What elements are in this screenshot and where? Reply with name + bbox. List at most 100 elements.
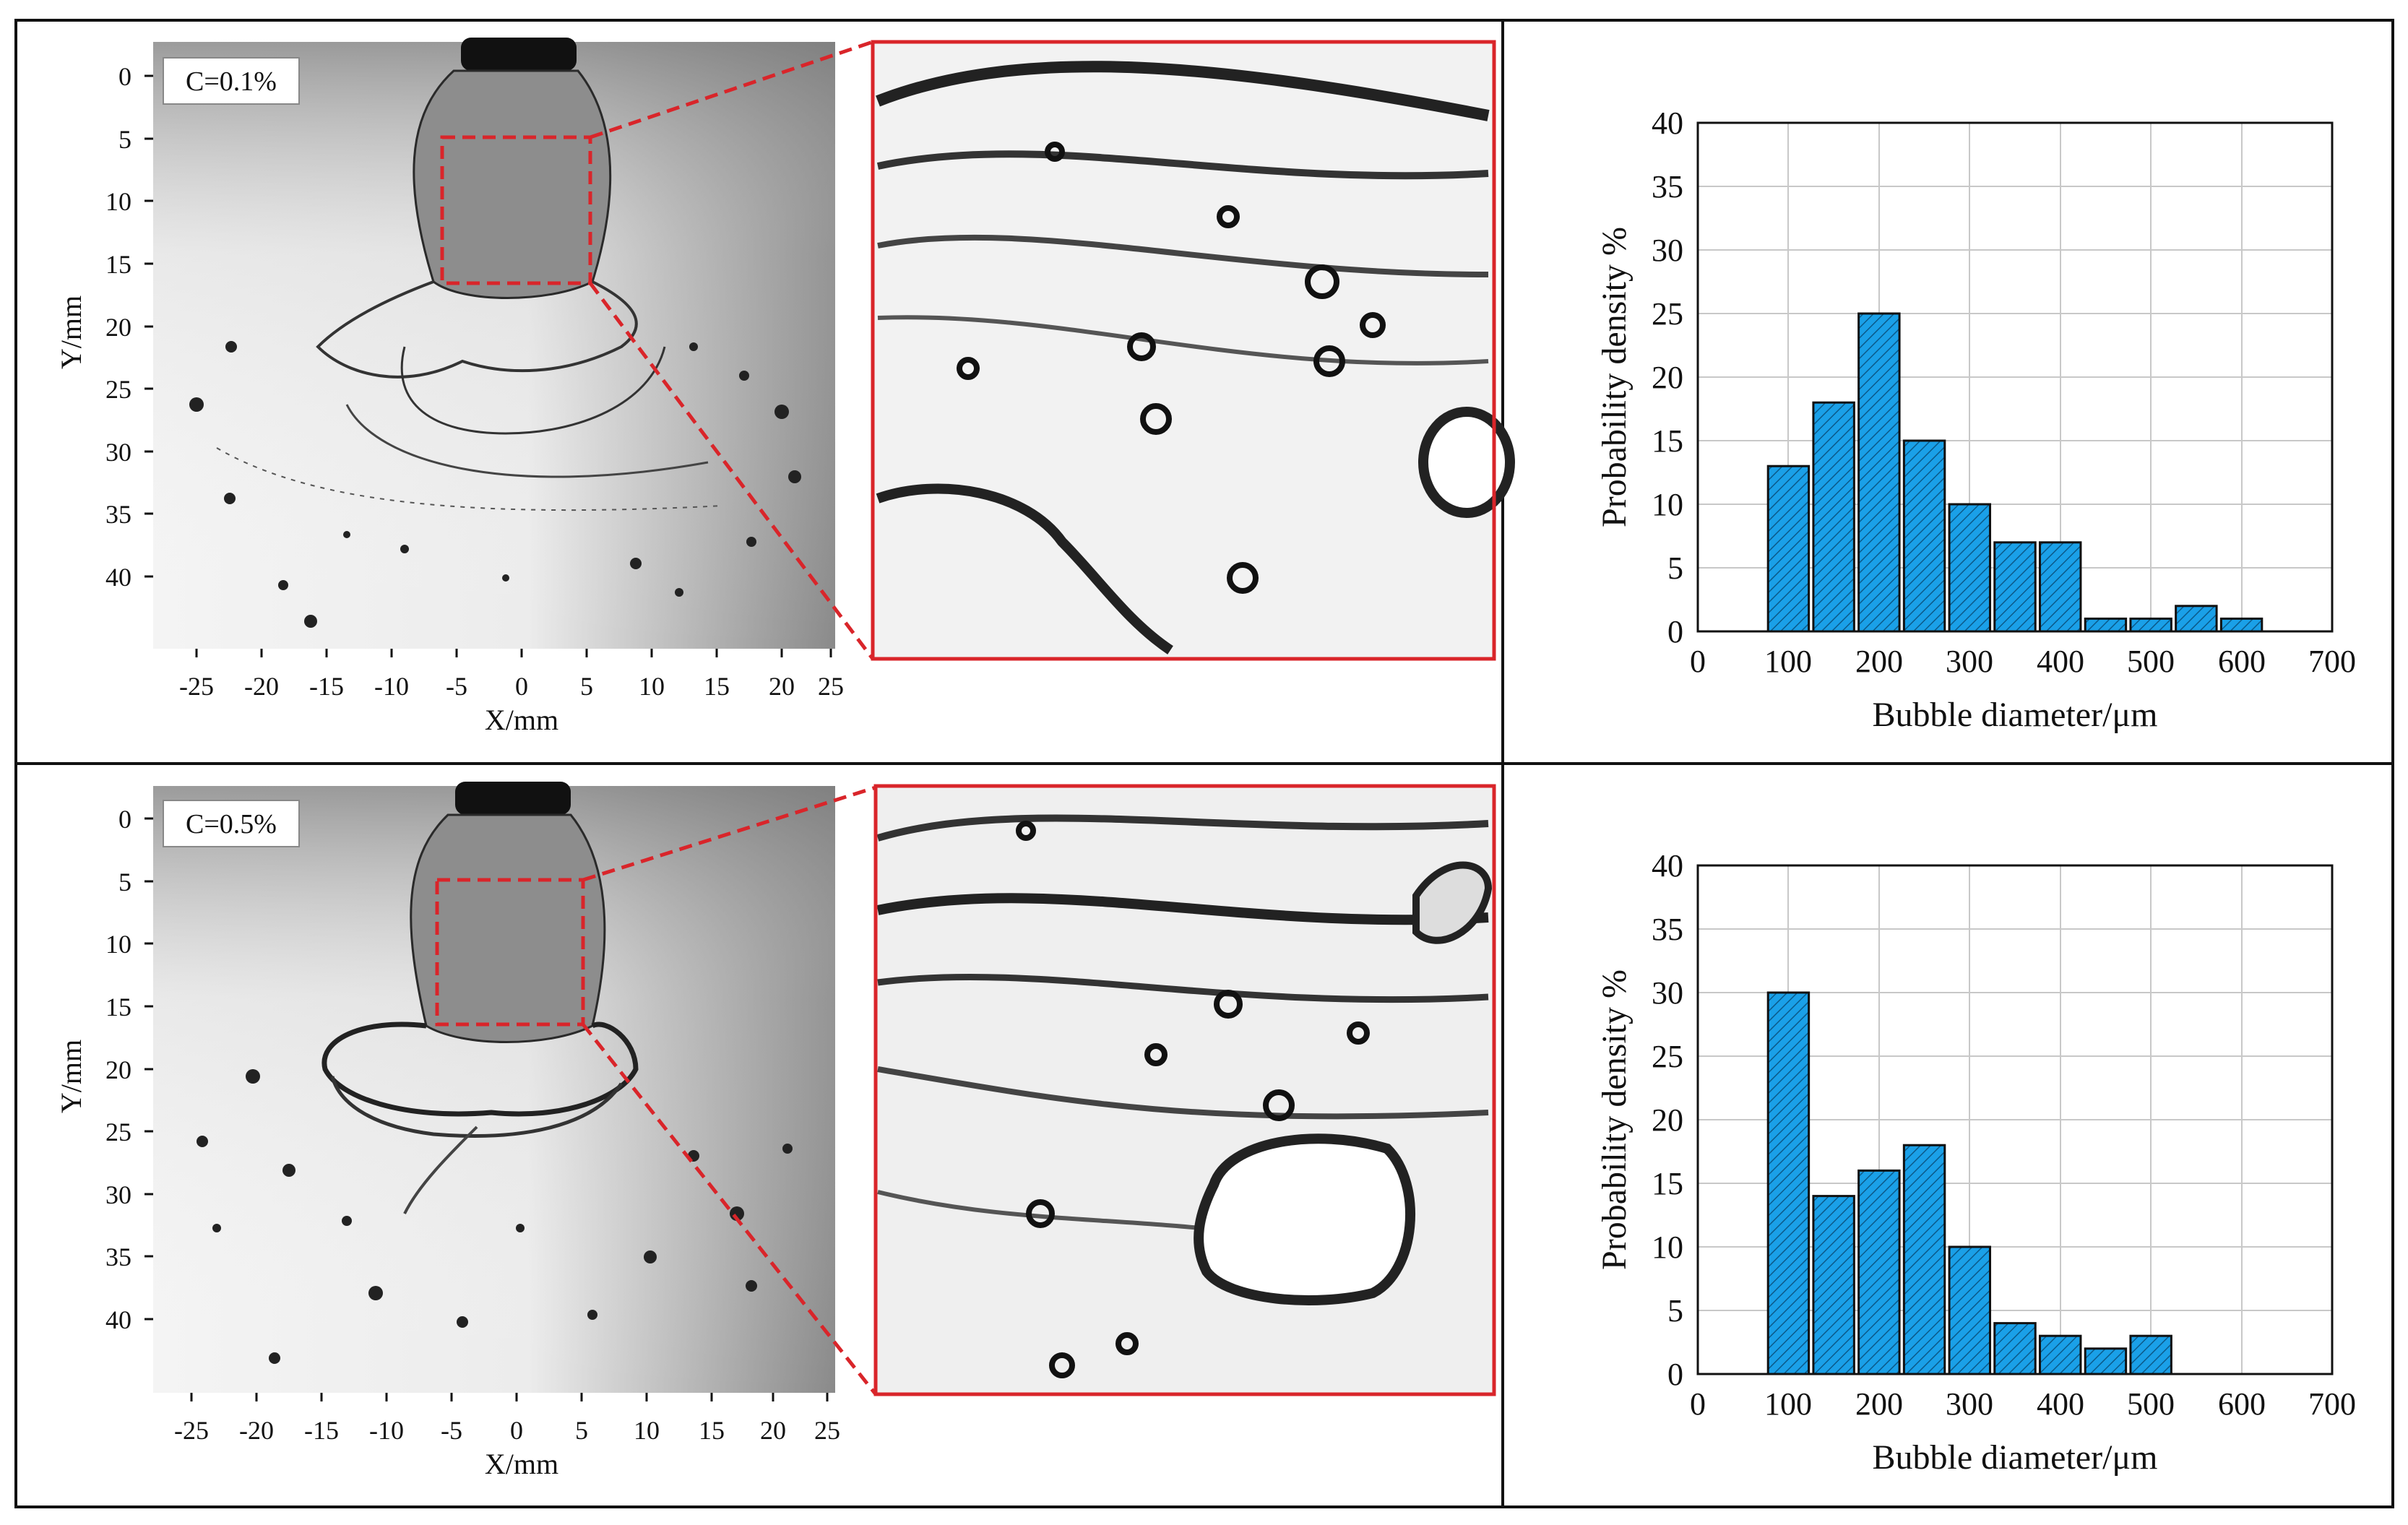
svg-text:15: 15: [105, 993, 131, 1021]
ytick: 35: [1652, 912, 1683, 947]
bar: [2084, 617, 2128, 633]
bar: [1948, 1245, 1992, 1375]
xtick: 100: [1764, 1386, 1812, 1422]
histogram-1: 0 5 10 15 20 25 30 35 40 0 100 200 300 4…: [1595, 105, 2356, 734]
ytick: 30: [1652, 975, 1683, 1011]
zoom-photo-2: [873, 784, 1496, 1396]
nozzle-2: [455, 782, 571, 815]
svg-text:20: 20: [769, 672, 795, 701]
photo-ylabel-2: Y/mm: [55, 1040, 87, 1113]
svg-text:5: 5: [118, 868, 131, 897]
svg-text:5: 5: [580, 672, 593, 701]
xtick: 200: [1855, 644, 1903, 679]
ytick: 0: [1667, 614, 1683, 649]
xtick: 700: [2308, 644, 2356, 679]
bar: [1993, 1322, 2037, 1375]
xtick: 500: [2127, 644, 2175, 679]
svg-text:25: 25: [105, 375, 131, 404]
xtick: 500: [2127, 1386, 2175, 1422]
hist-xticks-1: 0 100 200 300 400 500 600 700: [1690, 644, 2356, 679]
svg-text:-20: -20: [244, 672, 279, 701]
bar: [1812, 1195, 1855, 1375]
svg-text:-5: -5: [446, 672, 467, 701]
zoom-photo-border-1: [871, 40, 1496, 661]
ytick: 25: [1652, 296, 1683, 332]
hist-xlabel-2: Bubble diameter/μm: [1873, 1438, 2158, 1477]
svg-text:30: 30: [105, 1180, 131, 1209]
svg-text:-15: -15: [309, 672, 344, 701]
label-box-2: [163, 800, 300, 847]
bar: [1766, 465, 1811, 633]
ytick: 20: [1652, 1102, 1683, 1138]
ytick: 15: [1652, 1166, 1683, 1201]
zoom-connector-1b: [589, 282, 874, 660]
xtick: 700: [2308, 1386, 2356, 1422]
ytick: 0: [1667, 1357, 1683, 1392]
histogram-2: 0 5 10 15 20 25 30 35 40 0 100 200 300 4…: [1595, 848, 2356, 1477]
bar: [2038, 1334, 2082, 1375]
svg-text:5: 5: [575, 1416, 588, 1445]
bar: [1766, 991, 1811, 1375]
bar: [1902, 439, 1946, 633]
svg-text:-10: -10: [369, 1416, 404, 1445]
bar: [1857, 1169, 1901, 1375]
bar: [1993, 541, 2037, 633]
ytick: 10: [1652, 487, 1683, 522]
ytick: 5: [1667, 550, 1683, 586]
bar: [2175, 605, 2218, 633]
svg-text:0: 0: [118, 62, 131, 91]
svg-text:15: 15: [704, 672, 730, 701]
svg-text:15: 15: [105, 250, 131, 279]
svg-text:20: 20: [105, 1055, 131, 1084]
zoom-photo-border-2: [873, 784, 1496, 1396]
nozzle-1: [461, 38, 577, 71]
svg-text:-20: -20: [239, 1416, 274, 1445]
svg-text:10: 10: [105, 930, 131, 959]
label-box-1: [163, 57, 300, 105]
hist-bars-1: [1766, 312, 2264, 633]
ytick: 25: [1652, 1039, 1683, 1074]
bar: [2129, 617, 2172, 633]
svg-text:0: 0: [515, 672, 528, 701]
photo-xticks-2: -25 -20 -15 -10 -5 0 5 10 15 20 25: [174, 1393, 840, 1445]
xtick: 200: [1855, 1386, 1903, 1422]
bar: [1857, 312, 1901, 633]
zoom-connector-2a: [582, 785, 876, 882]
svg-text:0: 0: [118, 805, 131, 834]
bar: [2129, 1334, 2172, 1375]
zoom-connector-2b: [582, 1023, 877, 1396]
xtick: 600: [2218, 644, 2266, 679]
photo-panel-1: C=0.1% Y/mm X/mm 0 5 10 15 20 25 30 35 4…: [55, 38, 874, 736]
ytick: 40: [1652, 848, 1683, 884]
ytick: 15: [1652, 423, 1683, 459]
concentration-label-2: C=0.5%: [186, 809, 277, 839]
svg-text:25: 25: [105, 1118, 131, 1146]
svg-text:15: 15: [699, 1416, 725, 1445]
svg-text:10: 10: [105, 187, 131, 216]
svg-text:35: 35: [105, 500, 131, 529]
zoom-connector-1a: [590, 40, 873, 139]
ytick: 5: [1667, 1293, 1683, 1329]
ytick: 35: [1652, 169, 1683, 204]
photo-xticks-1: -25 -20 -15 -10 -5 0 5 10 15 20 25: [179, 649, 844, 701]
hist-yticks-1: 0 5 10 15 20 25 30 35 40: [1652, 105, 1683, 649]
svg-text:-5: -5: [441, 1416, 462, 1445]
zoom-photo-1: [871, 40, 1515, 661]
svg-text:25: 25: [814, 1416, 840, 1445]
ytick: 30: [1652, 233, 1683, 268]
svg-text:40: 40: [105, 563, 131, 592]
svg-text:10: 10: [634, 1416, 660, 1445]
svg-text:20: 20: [105, 313, 131, 342]
photo-yticks-2: 0 5 10 15 20 25 30 35 40: [105, 805, 153, 1334]
svg-text:20: 20: [760, 1416, 786, 1445]
hist-ylabel-2: Probability density %: [1595, 969, 1634, 1270]
bar: [1948, 503, 1992, 633]
xtick: 300: [1946, 1386, 1993, 1422]
bar: [2038, 541, 2082, 633]
xtick: 100: [1764, 644, 1812, 679]
photo-ylabel-1: Y/mm: [55, 295, 87, 369]
svg-text:5: 5: [118, 125, 131, 154]
svg-text:30: 30: [105, 438, 131, 467]
xtick: 600: [2218, 1386, 2266, 1422]
